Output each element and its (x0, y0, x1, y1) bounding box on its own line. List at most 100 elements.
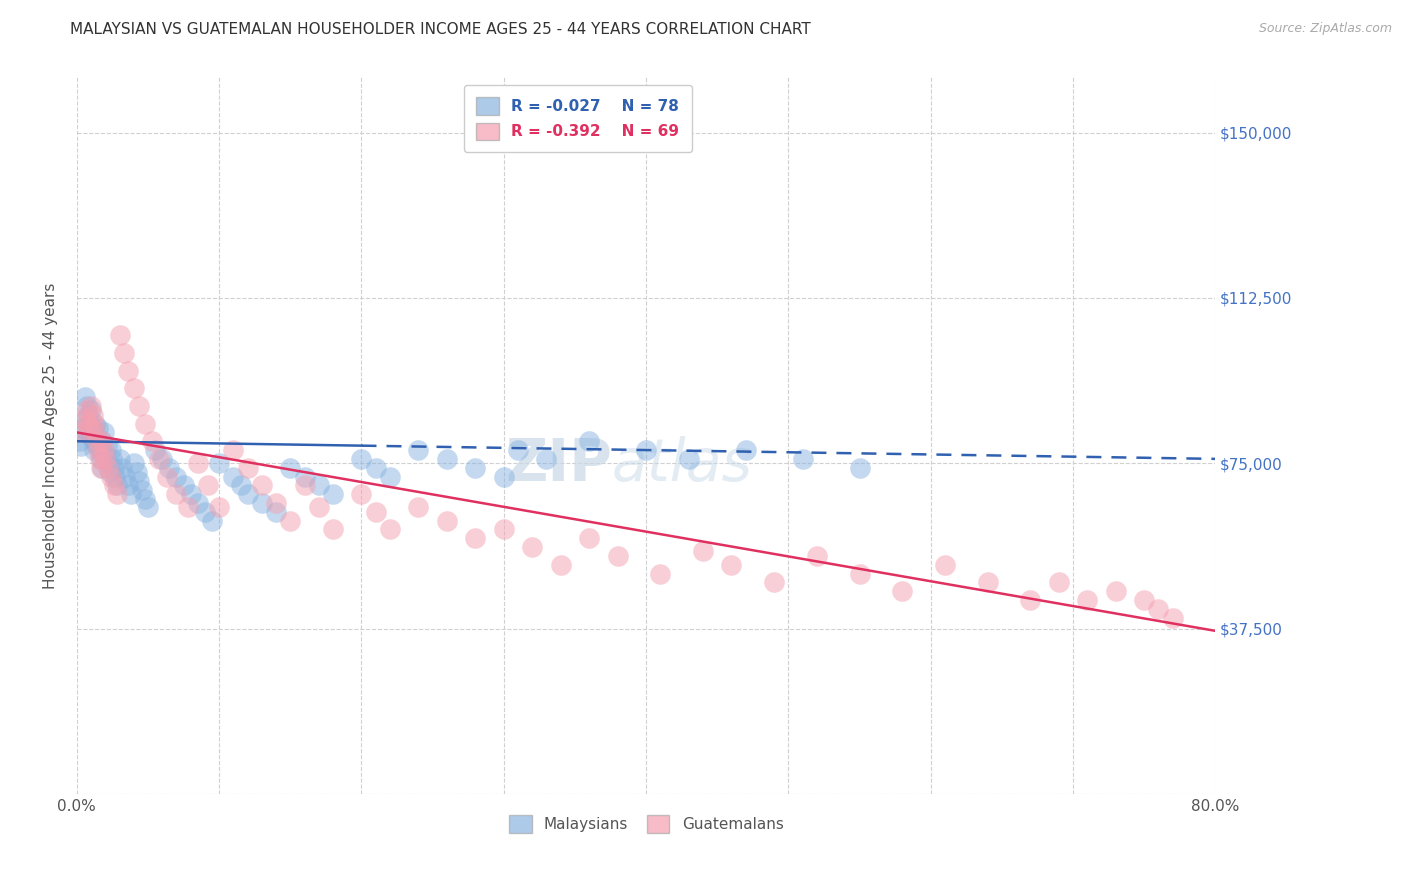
Point (134, 491, 156, 506)
Point (1076, 593, 1098, 607)
Point (94, 447, 117, 461)
Point (117, 478, 139, 492)
Point (114, 469, 136, 483)
Point (408, 443, 430, 458)
Point (83, 417, 105, 431)
Text: ZIP: ZIP (505, 436, 612, 493)
Point (187, 496, 209, 510)
Point (720, 558, 742, 572)
Point (69, 434, 91, 449)
Point (692, 544, 714, 558)
Point (84, 425, 107, 440)
Point (93, 425, 115, 440)
Point (101, 451, 124, 466)
Point (250, 496, 273, 510)
Point (73, 412, 96, 426)
Point (77, 408, 100, 422)
Point (80, 403, 103, 417)
Point (98, 465, 121, 479)
Text: MALAYSIAN VS GUATEMALAN HOUSEHOLDER INCOME AGES 25 - 44 YEARS CORRELATION CHART: MALAYSIAN VS GUATEMALAN HOUSEHOLDER INCO… (70, 22, 811, 37)
Point (322, 523, 344, 537)
Point (464, 531, 486, 545)
Point (86, 434, 108, 449)
Point (91, 434, 114, 449)
Point (77, 417, 100, 431)
Point (143, 443, 166, 458)
Point (84, 425, 107, 440)
Point (522, 540, 544, 554)
Point (806, 549, 828, 563)
Point (83, 434, 105, 449)
Point (1105, 584, 1128, 599)
Point (364, 505, 387, 519)
Point (131, 483, 153, 497)
Point (82, 421, 104, 435)
Point (70, 439, 93, 453)
Point (222, 443, 245, 458)
Point (734, 443, 756, 458)
Point (792, 451, 814, 466)
Point (308, 500, 330, 515)
Point (108, 328, 131, 343)
Point (91, 460, 114, 475)
Point (1161, 610, 1184, 624)
Point (166, 487, 188, 501)
Point (678, 451, 700, 466)
Point (166, 469, 188, 483)
Point (112, 346, 135, 360)
Point (578, 434, 600, 449)
Point (73, 412, 96, 426)
Point (222, 469, 245, 483)
Point (229, 478, 252, 492)
Point (550, 558, 572, 572)
Point (96, 439, 118, 453)
Point (464, 460, 486, 475)
Point (157, 460, 180, 475)
Point (278, 460, 301, 475)
Point (1047, 575, 1070, 590)
Point (492, 469, 515, 483)
Point (636, 443, 658, 458)
Point (91, 434, 114, 449)
Point (83, 443, 105, 458)
Point (201, 514, 224, 528)
Point (236, 460, 259, 475)
Point (976, 575, 998, 590)
Point (111, 460, 134, 475)
Point (86, 439, 108, 453)
Point (436, 451, 458, 466)
Point (264, 496, 287, 510)
Legend: Malaysians, Guatemalans: Malaysians, Guatemalans (498, 805, 794, 844)
Point (578, 531, 600, 545)
Point (197, 478, 219, 492)
Point (294, 469, 316, 483)
Point (105, 487, 128, 501)
Point (436, 514, 458, 528)
Point (350, 487, 373, 501)
Point (76, 425, 98, 440)
Point (236, 487, 259, 501)
Point (80, 399, 103, 413)
Point (650, 566, 672, 581)
Point (70, 425, 93, 440)
Point (97, 460, 120, 475)
Point (134, 417, 156, 431)
Point (136, 500, 159, 515)
Point (187, 456, 209, 470)
Point (322, 487, 344, 501)
Point (536, 451, 558, 466)
Point (108, 451, 131, 466)
Point (125, 465, 148, 479)
Point (128, 474, 150, 488)
Point (87, 443, 110, 458)
Point (180, 487, 202, 501)
Point (76, 399, 98, 413)
Point (141, 434, 163, 449)
Point (84, 417, 107, 431)
Point (79, 421, 101, 435)
Point (763, 575, 786, 590)
Point (606, 549, 628, 563)
Point (93, 443, 115, 458)
Point (79, 417, 101, 431)
Point (1147, 602, 1170, 616)
